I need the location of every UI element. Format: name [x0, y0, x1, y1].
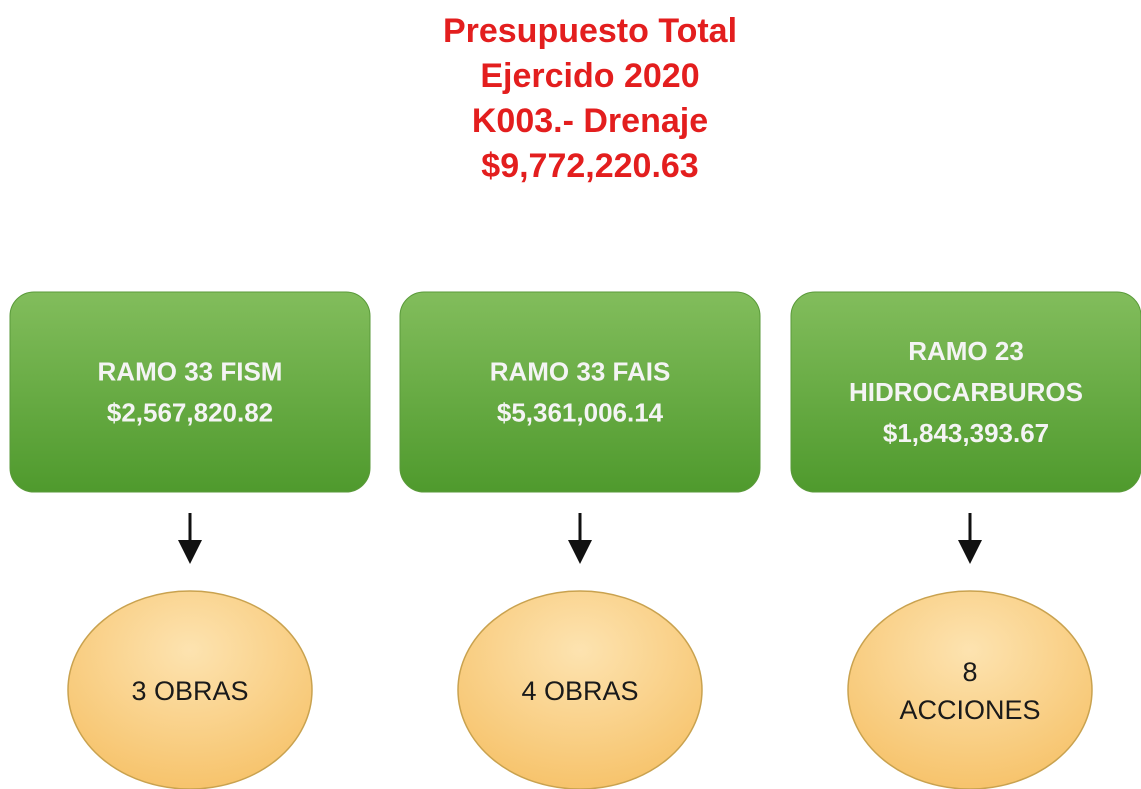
box-text: HIDROCARBUROS — [849, 377, 1083, 407]
title-line: K003.- Drenaje — [472, 102, 708, 140]
result-ellipse — [67, 590, 313, 789]
box-text: $2,567,820.82 — [107, 398, 273, 428]
box-text: $1,843,393.67 — [883, 418, 1049, 448]
title-line: $9,772,220.63 — [481, 147, 698, 185]
content: Presupuesto Total Ejercido 2020 K003.- Dre… — [9, 12, 1141, 789]
result-ellipse — [847, 590, 1093, 789]
title-line: Presupuesto Total — [443, 12, 737, 50]
box-text: RAMO 23 — [908, 336, 1024, 366]
title-line: Ejercido 2020 — [480, 57, 699, 95]
budget-box — [790, 291, 1141, 493]
result-text: 4 OBRAS — [521, 676, 638, 706]
box-text: RAMO 33 FAIS — [490, 357, 671, 387]
result-text: 3 OBRAS — [131, 676, 248, 706]
box-text: RAMO 33 FISM — [98, 357, 283, 387]
budget-box — [399, 291, 761, 493]
result-text: ACCIONES — [899, 695, 1040, 725]
budget-box — [9, 291, 371, 493]
box-text: $5,361,006.14 — [497, 398, 664, 428]
result-ellipse — [457, 590, 703, 789]
result-text: 8 — [962, 657, 977, 687]
